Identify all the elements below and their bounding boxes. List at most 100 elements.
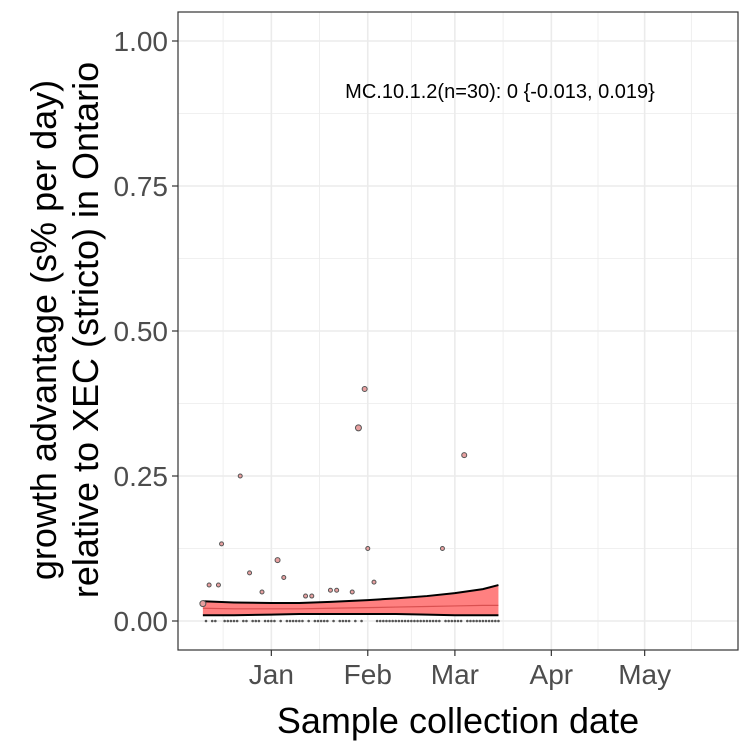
zero-point: [391, 619, 394, 623]
data-point: [303, 593, 309, 599]
zero-point: [235, 619, 239, 623]
x-tick-label: Apr: [530, 659, 574, 690]
data-points: [199, 386, 500, 623]
y-tick-label: 0.00: [114, 606, 169, 637]
zero-point: [341, 619, 345, 623]
zero-point: [319, 619, 323, 623]
data-point: [334, 587, 340, 593]
zero-point: [382, 619, 385, 623]
zero-point: [223, 619, 226, 623]
x-tick-label: Mar: [431, 659, 479, 690]
zero-point: [466, 619, 469, 623]
zero-point: [475, 619, 478, 623]
x-tick-label: Feb: [344, 659, 392, 690]
zero-point: [450, 619, 454, 623]
y-tick-label: 1.00: [114, 26, 169, 57]
zero-point: [428, 619, 432, 623]
zero-point: [438, 619, 441, 623]
zero-point: [385, 619, 388, 623]
data-point: [361, 386, 368, 392]
data-point: [349, 589, 355, 595]
zero-point: [266, 619, 270, 623]
zero-point: [214, 619, 217, 623]
y-tick-label: 0.75: [114, 171, 169, 202]
zero-point: [481, 619, 485, 623]
zero-point: [301, 619, 304, 623]
zero-point: [279, 619, 282, 623]
zero-point: [285, 619, 289, 623]
zero-point: [294, 619, 298, 623]
data-point: [206, 582, 212, 588]
fit-lower-bound: [202, 613, 499, 617]
data-point: [281, 575, 287, 580]
zero-point: [456, 619, 460, 623]
zero-point: [375, 619, 379, 623]
zero-point: [413, 619, 416, 623]
zero-point: [263, 619, 267, 623]
zero-point: [484, 619, 488, 623]
zero-point: [459, 619, 463, 623]
zero-point: [388, 619, 391, 623]
zero-point: [298, 619, 301, 623]
zero-point: [416, 619, 419, 623]
zero-point: [245, 619, 248, 623]
zero-point: [257, 619, 261, 623]
zero-point: [270, 619, 273, 623]
zero-point: [229, 619, 233, 623]
data-point: [461, 452, 468, 459]
data-point: [365, 546, 371, 551]
zero-point: [403, 619, 407, 623]
zero-point: [400, 619, 404, 623]
data-point: [215, 582, 221, 588]
zero-point: [307, 619, 310, 623]
zero-point: [338, 619, 342, 623]
x-tick-label: Jan: [249, 659, 294, 690]
zero-point: [419, 619, 422, 623]
data-point: [259, 589, 265, 595]
y-tick-label: 0.25: [114, 461, 169, 492]
zero-point: [313, 619, 317, 623]
y-axis-title-line1: growth advantage (s% per day): [23, 80, 64, 580]
data-point: [274, 557, 281, 564]
zero-point: [291, 619, 295, 623]
zero-point: [469, 619, 472, 623]
zero-point: [447, 619, 450, 623]
zero-point: [410, 619, 413, 623]
zero-point: [344, 619, 348, 623]
data-point: [237, 473, 243, 479]
zero-point: [431, 619, 435, 623]
zero-point: [204, 619, 208, 623]
zero-point: [490, 619, 494, 623]
zero-point: [288, 619, 292, 623]
zero-point: [360, 619, 363, 623]
zero-point: [394, 619, 398, 623]
zero-point: [472, 619, 475, 623]
zero-point: [254, 619, 258, 623]
zero-point: [332, 619, 335, 623]
y-axis-title-line2: relative to XEC (stricto) in Ontario: [65, 62, 106, 598]
zero-point: [210, 619, 214, 623]
zero-point: [326, 619, 329, 623]
zero-point: [251, 619, 254, 623]
fit-upper-bound: [202, 584, 499, 605]
zero-point: [425, 619, 429, 623]
zero-point: [453, 619, 457, 623]
data-point: [309, 593, 315, 599]
y-tick-label: 0.50: [114, 316, 169, 347]
zero-point: [487, 619, 491, 623]
zero-point: [226, 619, 230, 623]
estimate-annotation: MC.10.1.2(n=30): 0 {-0.013, 0.019}: [345, 81, 655, 103]
x-tick-label: May: [618, 659, 671, 690]
ci-ribbon: [202, 585, 499, 616]
data-point: [219, 541, 225, 547]
axis-ticks: 0.00 0.25 0.50 0.75 1.00 Jan Feb Mar Apr May: [114, 26, 672, 690]
zero-point: [434, 619, 438, 623]
zero-point: [497, 619, 500, 623]
data-point: [354, 424, 362, 432]
zero-point: [397, 619, 401, 623]
data-point: [199, 600, 207, 608]
data-point: [439, 546, 445, 551]
zero-point: [242, 619, 245, 623]
